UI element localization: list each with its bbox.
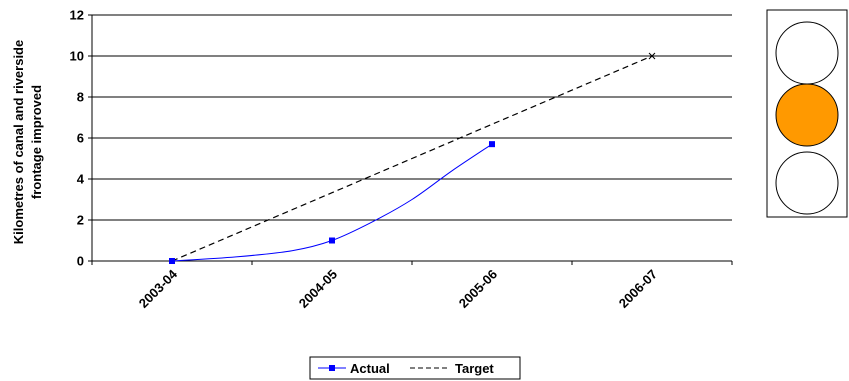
series-target xyxy=(171,52,656,262)
x-tick-label: 2005-06 xyxy=(456,267,500,311)
y-tick-label: 0 xyxy=(77,254,84,269)
series-actual-point xyxy=(169,258,175,264)
x-tick-label: 2003-04 xyxy=(136,266,181,311)
traffic-light-bottom xyxy=(775,151,839,215)
y-tick-label: 6 xyxy=(77,131,84,146)
y-axis-title-line2: frontage improved xyxy=(29,85,44,199)
series-actual-line xyxy=(171,143,493,262)
y-ticks: 0 2 4 6 8 10 12 xyxy=(70,8,92,269)
y-tick-label: 10 xyxy=(70,49,84,64)
traffic-light xyxy=(766,9,848,218)
x-tick-label: 2004-05 xyxy=(296,267,340,311)
series-target-line xyxy=(171,55,653,262)
x-tick-label: 2006-07 xyxy=(616,267,660,311)
y-axis-title-line1: Kilometres of canal and riverside xyxy=(11,40,26,244)
series-target-end-mark xyxy=(648,52,656,60)
gridlines xyxy=(92,14,732,221)
x-ticks: 2003-04 2004-05 2005-06 2006-07 xyxy=(91,261,733,311)
legend-actual-label: Actual xyxy=(350,361,390,376)
y-tick-label: 12 xyxy=(70,8,84,23)
legend-actual-marker xyxy=(329,365,335,371)
legend-target-label: Target xyxy=(455,361,494,376)
series-actual-point xyxy=(329,237,335,244)
series-actual xyxy=(169,141,495,264)
series-actual-point xyxy=(489,141,495,148)
traffic-light-top xyxy=(775,21,839,85)
legend: Actual Target xyxy=(309,356,521,380)
traffic-light-middle xyxy=(775,83,839,147)
y-tick-label: 8 xyxy=(77,90,84,105)
y-tick-label: 4 xyxy=(77,172,85,187)
y-tick-label: 2 xyxy=(77,213,84,228)
